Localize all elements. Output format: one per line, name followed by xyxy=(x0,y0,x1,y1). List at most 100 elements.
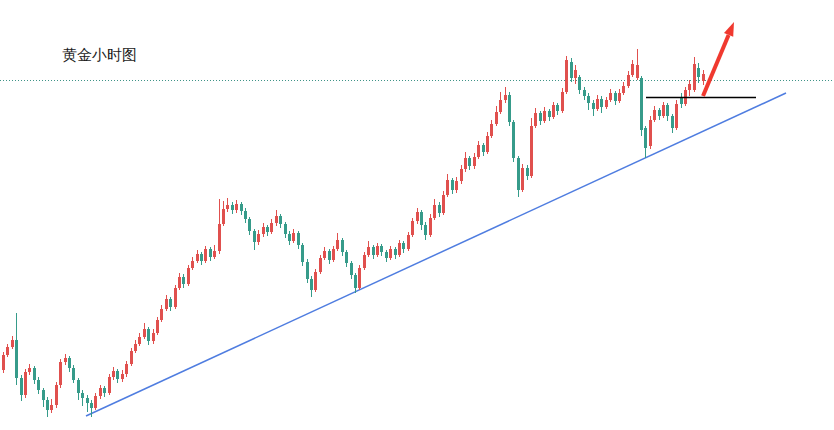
candle-body xyxy=(411,221,414,235)
candle-wick xyxy=(87,395,88,412)
candle-body xyxy=(504,95,507,100)
candle-body xyxy=(222,209,225,224)
candle-body xyxy=(288,234,291,241)
candle-body xyxy=(512,122,515,158)
candle-body xyxy=(548,111,551,117)
candle-body xyxy=(94,396,97,408)
candle-body xyxy=(33,368,36,380)
candle-body xyxy=(570,62,573,78)
candle-body xyxy=(424,225,427,235)
candle-body xyxy=(561,92,564,111)
candle-body xyxy=(416,212,419,221)
candle-body xyxy=(631,64,634,75)
candle-body xyxy=(64,358,67,362)
candle-body xyxy=(627,75,630,86)
candle-body xyxy=(517,158,520,190)
candle-body xyxy=(46,400,49,410)
candle-body xyxy=(121,374,124,379)
candle-body xyxy=(244,211,247,219)
candle-body xyxy=(50,405,53,410)
candle-body xyxy=(99,388,102,396)
candle-body xyxy=(363,255,366,268)
candle-body xyxy=(702,74,705,81)
candle-body xyxy=(323,251,326,258)
candle-body xyxy=(455,181,458,190)
candle-body xyxy=(332,249,335,260)
candle-body xyxy=(530,126,533,176)
candle-body xyxy=(534,113,537,126)
candle-body xyxy=(182,277,185,284)
candle-body xyxy=(328,251,331,260)
candle-body xyxy=(350,263,353,275)
candle-body xyxy=(482,145,485,152)
candle-body xyxy=(662,105,665,116)
candle-body xyxy=(306,262,309,279)
candle-body xyxy=(24,372,27,395)
candle-body xyxy=(213,251,216,257)
candle-body xyxy=(693,64,696,90)
candle-body xyxy=(402,243,405,249)
up-arrow-head xyxy=(724,22,734,37)
candle-body xyxy=(640,78,643,130)
candle-body xyxy=(600,99,603,107)
candle-body xyxy=(240,204,243,211)
candle-body xyxy=(565,60,568,92)
candle-body xyxy=(42,390,45,400)
candle-body xyxy=(658,110,661,116)
candle-body xyxy=(433,205,436,218)
candle-body xyxy=(578,77,581,90)
candle-body xyxy=(451,180,454,190)
candle-body xyxy=(262,227,265,234)
candle-body xyxy=(372,247,375,255)
candle-body xyxy=(130,351,133,364)
candle-body xyxy=(169,299,172,307)
candle-body xyxy=(314,272,317,290)
candle-body xyxy=(191,261,194,268)
candle-body xyxy=(15,340,18,378)
candle-body xyxy=(231,205,234,210)
candle-body xyxy=(77,380,80,393)
candle-body xyxy=(209,249,212,257)
candle-body xyxy=(108,377,111,393)
candle-body xyxy=(11,340,14,347)
candle-body xyxy=(389,249,392,258)
candle-body xyxy=(90,403,93,408)
candle-body xyxy=(490,124,493,136)
candle-body xyxy=(649,120,652,146)
candle-body xyxy=(20,378,23,395)
candle-body xyxy=(253,231,256,242)
candle-body xyxy=(420,212,423,225)
candle-body xyxy=(235,204,238,210)
candle-body xyxy=(671,116,674,128)
candle-body xyxy=(6,347,9,355)
candle-body xyxy=(644,128,647,148)
candle-body xyxy=(204,249,207,261)
candle-body xyxy=(592,103,595,109)
candle-body xyxy=(526,168,529,176)
candle-body xyxy=(345,252,348,263)
candle-body xyxy=(297,233,300,245)
candle-body xyxy=(341,240,344,252)
trendline xyxy=(86,93,786,416)
candle-body xyxy=(81,393,84,398)
candle-body xyxy=(174,288,177,307)
candle-body xyxy=(152,333,155,341)
up-arrow-shaft xyxy=(703,35,729,96)
candle-body xyxy=(675,104,678,128)
candle-body xyxy=(574,70,577,78)
candle-body xyxy=(275,216,278,223)
candle-body xyxy=(257,234,260,242)
candle-body xyxy=(446,180,449,195)
candle-body xyxy=(495,112,498,124)
candle-body xyxy=(72,368,75,380)
candle-body xyxy=(138,337,141,344)
candle-body xyxy=(103,388,106,393)
candle-body xyxy=(539,113,542,121)
candle-body xyxy=(86,398,89,403)
candle-body xyxy=(376,246,379,255)
candle-body xyxy=(394,249,397,255)
candle-body xyxy=(464,158,467,169)
candle-body xyxy=(618,93,621,101)
candle-body xyxy=(270,223,273,232)
candle-body xyxy=(301,245,304,262)
